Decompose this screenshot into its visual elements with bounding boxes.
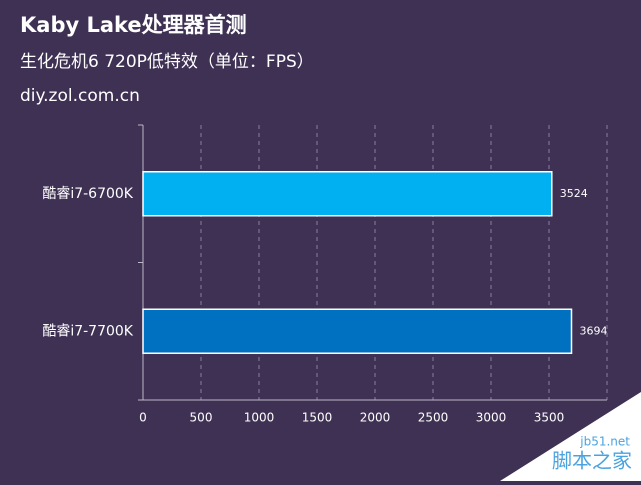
x-tick-label: 500 xyxy=(190,411,213,425)
x-tick-label: 2500 xyxy=(418,411,449,425)
y-tick-label: 酷睿i7-7700K xyxy=(42,323,133,339)
x-tick-label: 3000 xyxy=(476,411,507,425)
y-tick-label: 酷睿i7-6700K xyxy=(42,186,133,202)
bar xyxy=(142,171,553,217)
x-tick-label: 3500 xyxy=(534,411,565,425)
value-label: 3524 xyxy=(560,187,588,200)
x-tick-label: 1000 xyxy=(244,411,275,425)
x-tick-label: 0 xyxy=(139,411,147,425)
chart-subtitle: 生化危机6 720P低特效（单位：FPS） xyxy=(20,52,314,72)
chart-title: Kaby Lake处理器首测 xyxy=(20,13,247,37)
x-tick-label: 2000 xyxy=(360,411,391,425)
watermark: 脚本之家 xyxy=(552,449,632,473)
value-label: 3694 xyxy=(580,324,608,337)
source: diy.zol.com.cn xyxy=(20,86,140,106)
x-tick-label: 1500 xyxy=(302,411,333,425)
watermark-bg xyxy=(500,392,641,481)
watermark: jb51.net xyxy=(579,435,630,449)
bar xyxy=(142,308,573,354)
